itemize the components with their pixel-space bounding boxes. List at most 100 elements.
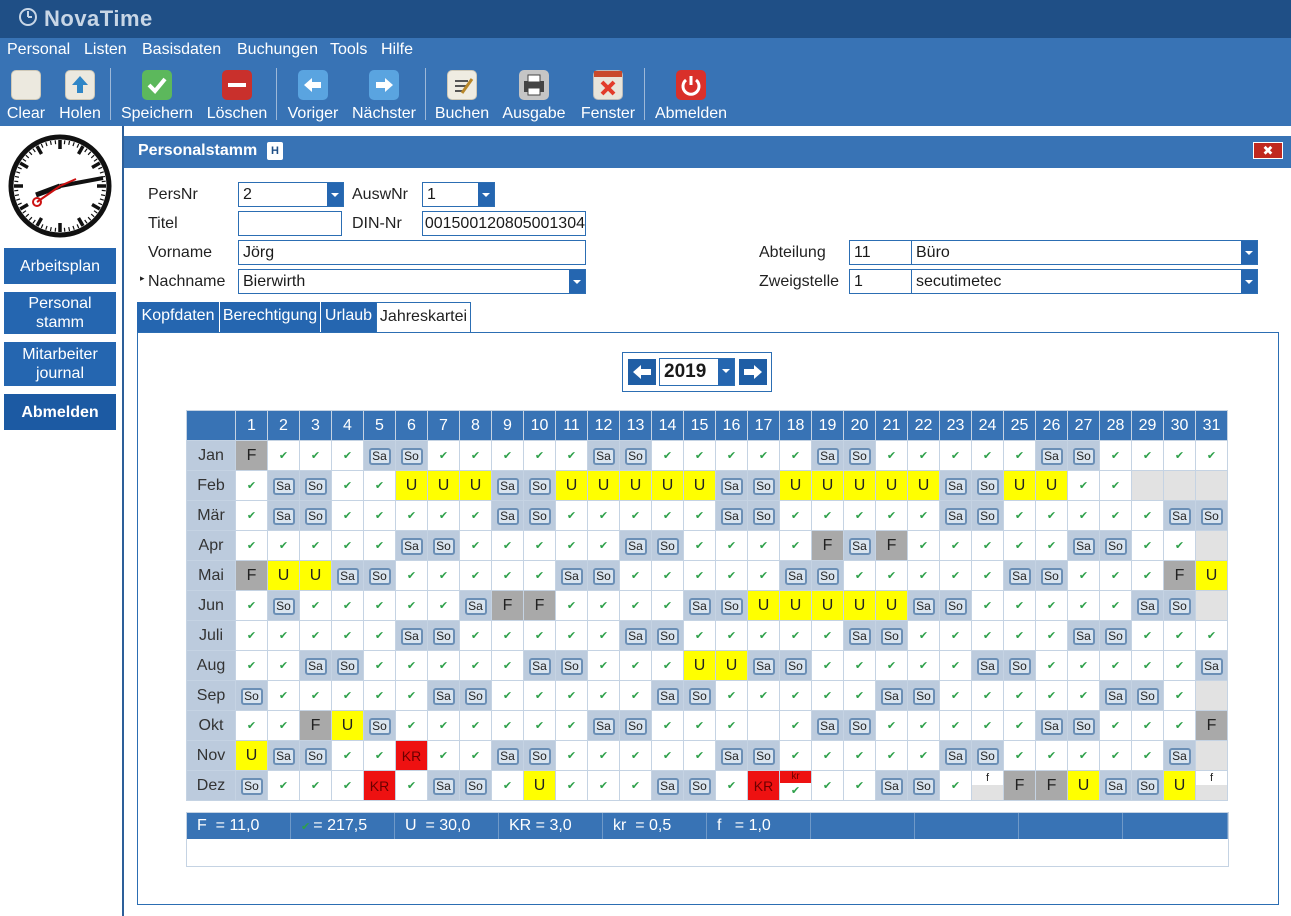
- day-cell-present[interactable]: ✔: [1163, 680, 1196, 711]
- day-cell-weekend[interactable]: So: [1099, 530, 1132, 561]
- day-cell-present[interactable]: ✔: [1131, 620, 1164, 651]
- day-cell-present[interactable]: ✔: [715, 680, 748, 711]
- day-cell-weekend[interactable]: So: [427, 530, 460, 561]
- day-cell-present[interactable]: ✔: [971, 710, 1004, 741]
- day-cell-weekend[interactable]: Sa: [427, 680, 460, 711]
- day-cell-present[interactable]: ✔: [1035, 590, 1068, 621]
- day-cell-present[interactable]: ✔: [1131, 500, 1164, 531]
- day-cell-weekend[interactable]: Sa: [683, 590, 716, 621]
- day-cell-present[interactable]: ✔: [363, 590, 396, 621]
- day-cell-weekend[interactable]: So: [651, 620, 684, 651]
- day-cell-u[interactable]: U: [427, 470, 460, 501]
- day-cell-u[interactable]: U: [587, 470, 620, 501]
- day-cell-u[interactable]: U: [299, 560, 332, 591]
- day-cell-present[interactable]: ✔: [907, 740, 940, 771]
- day-cell-present[interactable]: ✔: [267, 680, 300, 711]
- day-cell-present[interactable]: ✔: [939, 650, 972, 681]
- day-cell-present[interactable]: ✔: [1099, 500, 1132, 531]
- day-cell-present[interactable]: ✔: [843, 500, 876, 531]
- day-cell-present[interactable]: ✔: [459, 500, 492, 531]
- day-cell-weekend[interactable]: So: [427, 620, 460, 651]
- day-cell-weekend[interactable]: So: [299, 740, 332, 771]
- day-cell-weekend[interactable]: So: [747, 740, 780, 771]
- day-cell-present[interactable]: ✔: [1131, 740, 1164, 771]
- day-cell-weekend[interactable]: Sa: [715, 470, 748, 501]
- day-cell-u[interactable]: U: [875, 470, 908, 501]
- day-cell-weekend[interactable]: So: [523, 740, 556, 771]
- day-cell-weekend[interactable]: Sa: [811, 440, 844, 471]
- day-cell-present[interactable]: ✔: [491, 680, 524, 711]
- day-cell-present[interactable]: ✔: [395, 650, 428, 681]
- day-cell-present[interactable]: ✔: [459, 440, 492, 471]
- day-cell-weekend[interactable]: Sa: [939, 500, 972, 531]
- day-cell-present[interactable]: ✔: [331, 440, 364, 471]
- day-cell-present[interactable]: ✔: [907, 650, 940, 681]
- day-cell-weekend[interactable]: So: [235, 770, 268, 801]
- day-cell-f[interactable]: F: [523, 590, 556, 621]
- abteilung-name-field[interactable]: Büro: [911, 240, 1258, 265]
- day-cell-present[interactable]: ✔: [747, 680, 780, 711]
- day-cell-weekend[interactable]: Sa: [363, 440, 396, 471]
- day-cell-u[interactable]: U: [235, 740, 268, 771]
- day-cell-weekend[interactable]: Sa: [1067, 620, 1100, 651]
- day-cell-weekend[interactable]: Sa: [1163, 500, 1196, 531]
- day-cell-present[interactable]: ✔: [1067, 590, 1100, 621]
- day-cell-u[interactable]: U: [811, 470, 844, 501]
- day-cell-present[interactable]: ✔: [811, 500, 844, 531]
- next-button[interactable]: Nächster: [351, 66, 417, 124]
- day-cell-present[interactable]: ✔: [843, 680, 876, 711]
- tab-berechtigung[interactable]: Berechtigung: [220, 302, 320, 332]
- day-cell-weekend[interactable]: So: [683, 680, 716, 711]
- day-cell-weekend[interactable]: So: [779, 650, 812, 681]
- day-cell-present[interactable]: ✔: [1099, 740, 1132, 771]
- day-cell-present[interactable]: ✔: [683, 500, 716, 531]
- day-cell-present[interactable]: ✔: [363, 470, 396, 501]
- day-cell-f[interactable]: F: [811, 530, 844, 561]
- day-cell-present[interactable]: ✔: [907, 560, 940, 591]
- day-cell-present[interactable]: ✔: [459, 530, 492, 561]
- day-cell-u[interactable]: U: [683, 470, 716, 501]
- day-cell-present[interactable]: ✔: [299, 590, 332, 621]
- day-cell-u[interactable]: U: [1195, 560, 1228, 591]
- day-cell-weekend[interactable]: So: [1003, 650, 1036, 681]
- previous-year-button[interactable]: [628, 359, 656, 385]
- day-cell-weekend[interactable]: Sa: [747, 650, 780, 681]
- chevron-down-icon[interactable]: [327, 183, 343, 206]
- clear-button[interactable]: Clear: [5, 66, 47, 124]
- day-cell-present[interactable]: ✔: [1099, 710, 1132, 741]
- day-cell-present[interactable]: ✔: [811, 740, 844, 771]
- day-cell-present[interactable]: ✔: [331, 500, 364, 531]
- day-cell-present[interactable]: ✔: [299, 770, 332, 801]
- day-cell-present[interactable]: ✔: [555, 620, 588, 651]
- day-cell-weekend[interactable]: So: [619, 710, 652, 741]
- day-cell-u[interactable]: U: [651, 470, 684, 501]
- day-cell-weekend[interactable]: So: [715, 590, 748, 621]
- day-cell-half-holiday[interactable]: f: [971, 770, 1004, 801]
- tab-jahreskartei[interactable]: Jahreskartei: [376, 302, 471, 333]
- day-cell-present[interactable]: ✔: [267, 710, 300, 741]
- day-cell-present[interactable]: ✔: [1003, 740, 1036, 771]
- day-cell-weekend[interactable]: Sa: [1035, 440, 1068, 471]
- day-cell-present[interactable]: ✔: [1195, 440, 1228, 471]
- day-cell-f[interactable]: F: [235, 440, 268, 471]
- day-cell-present[interactable]: ✔: [1035, 680, 1068, 711]
- day-cell-weekend[interactable]: Sa: [779, 560, 812, 591]
- chevron-down-icon[interactable]: [478, 183, 494, 206]
- logout-button[interactable]: Abmelden: [653, 66, 729, 124]
- day-cell-weekend[interactable]: Sa: [395, 620, 428, 651]
- day-cell-present[interactable]: ✔: [587, 590, 620, 621]
- sidebar-item-personalstamm[interactable]: Personal stamm: [4, 292, 116, 334]
- day-cell-present[interactable]: ✔: [875, 650, 908, 681]
- day-cell-present[interactable]: ✔: [1163, 620, 1196, 651]
- day-cell-u[interactable]: U: [747, 590, 780, 621]
- delete-button[interactable]: Löschen: [205, 66, 269, 124]
- day-cell-present[interactable]: ✔: [971, 530, 1004, 561]
- fetch-button[interactable]: Holen: [57, 66, 103, 124]
- day-cell-weekend[interactable]: Sa: [587, 440, 620, 471]
- day-cell-kr[interactable]: KR: [363, 770, 396, 801]
- day-cell-present[interactable]: ✔: [907, 530, 940, 561]
- day-cell-present[interactable]: ✔: [907, 500, 940, 531]
- day-cell-present[interactable]: ✔: [267, 440, 300, 471]
- day-cell-present[interactable]: ✔: [555, 440, 588, 471]
- day-cell-present[interactable]: ✔: [779, 440, 812, 471]
